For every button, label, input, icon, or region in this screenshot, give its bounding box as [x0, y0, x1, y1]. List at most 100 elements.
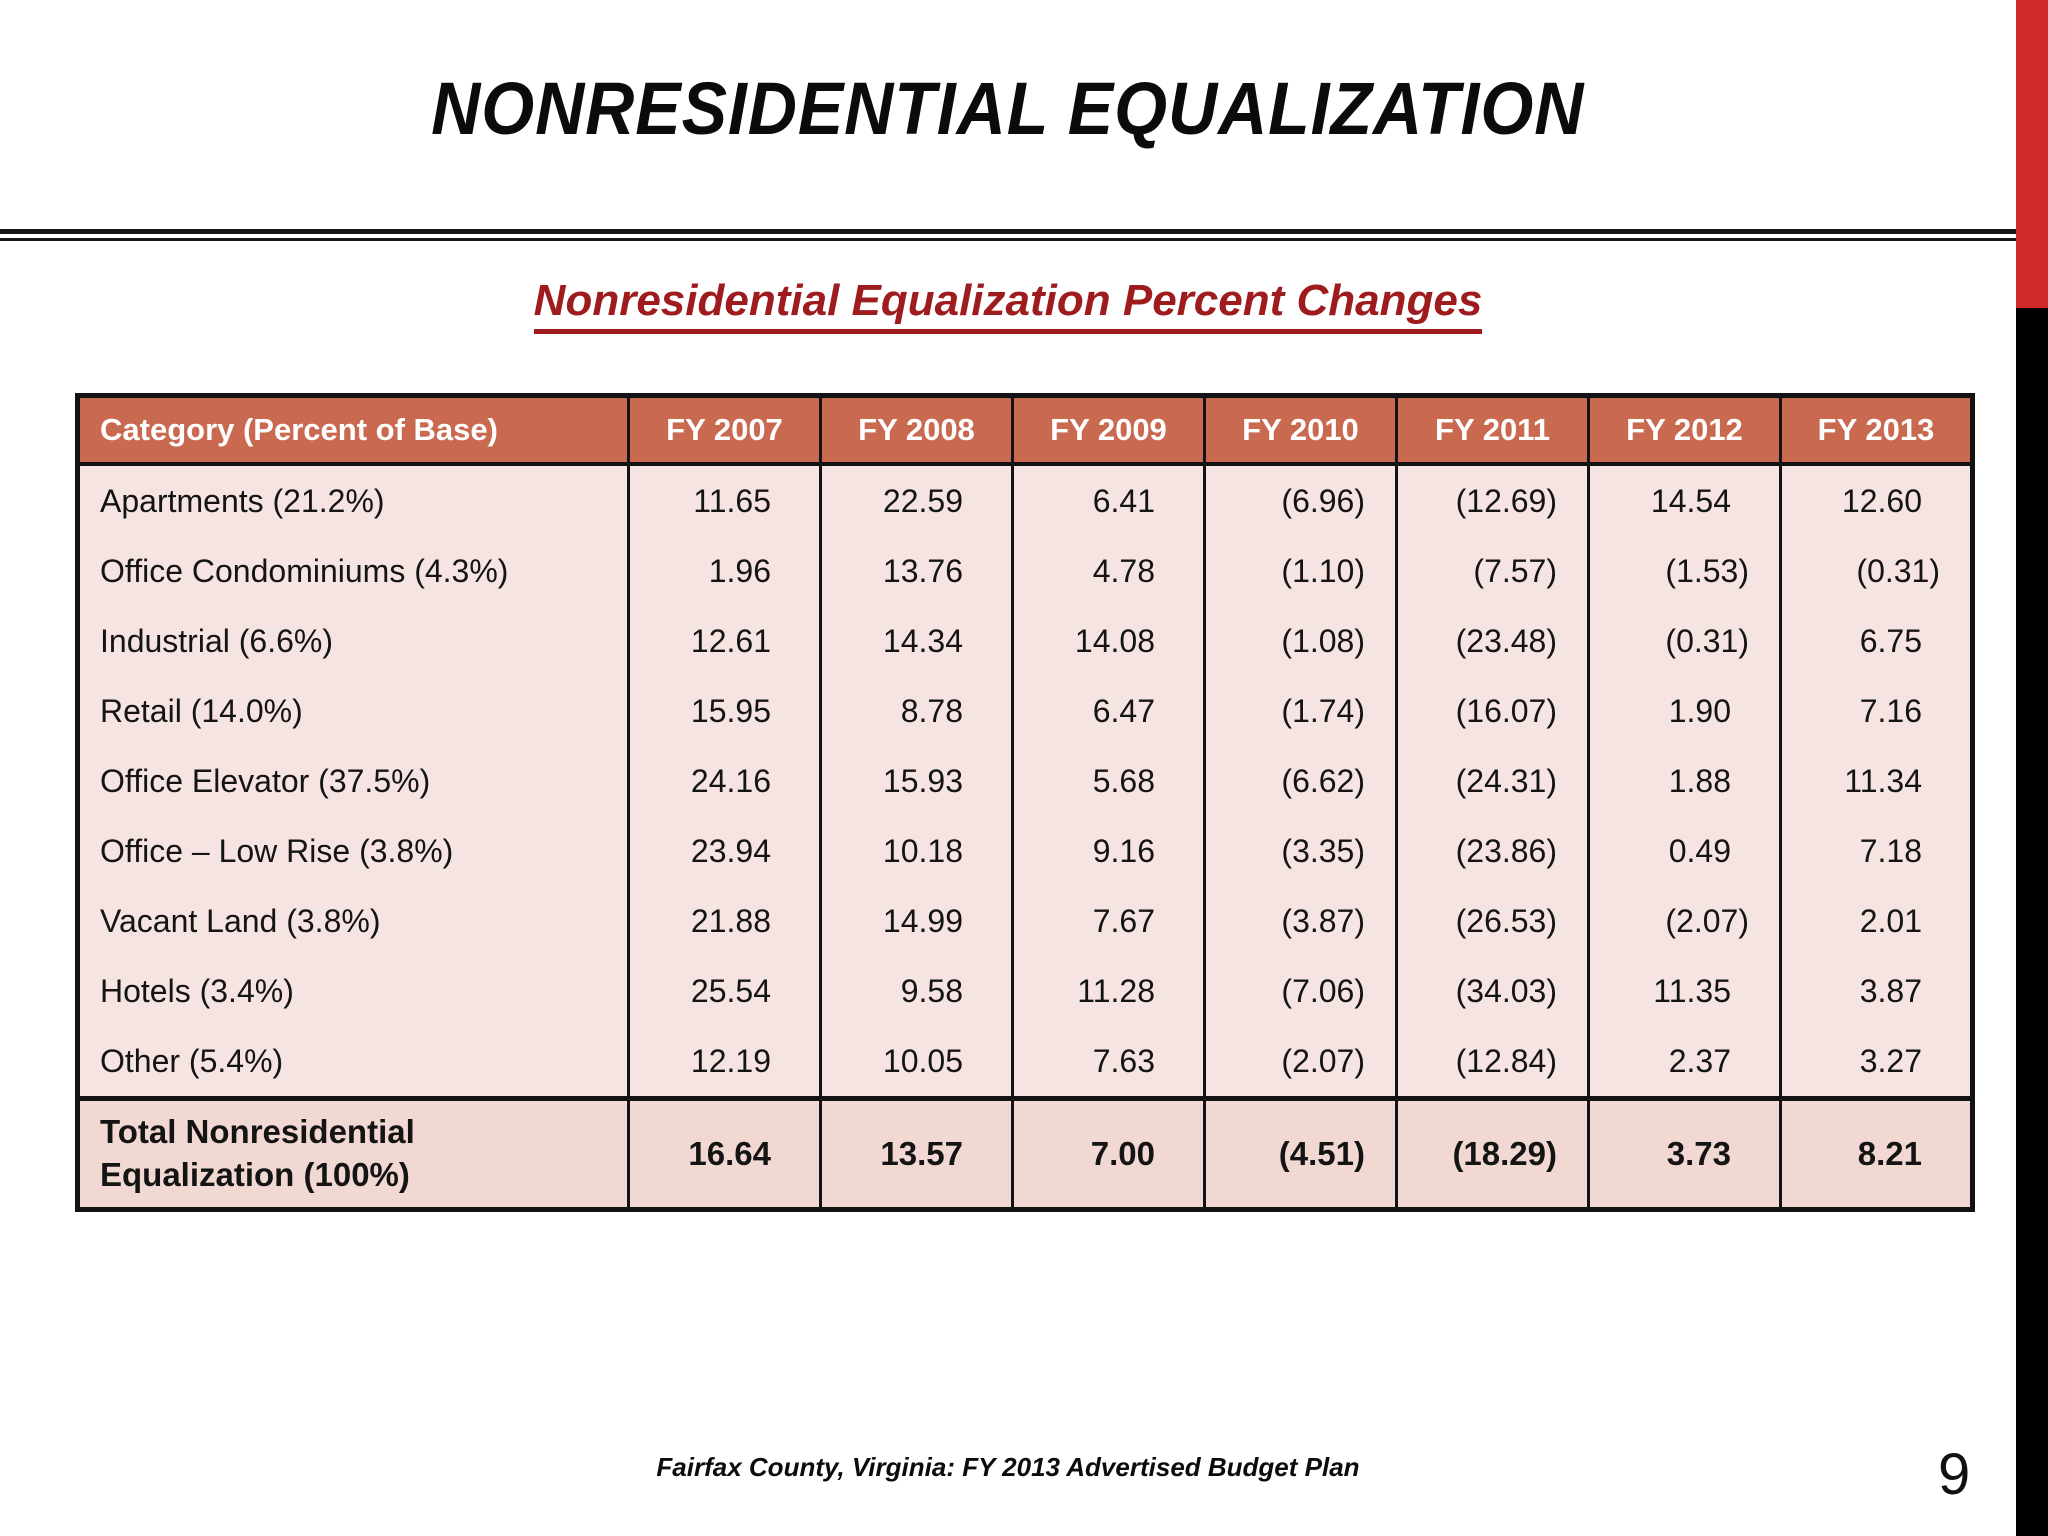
value-cell: 4.78 [1011, 536, 1205, 606]
value-cell: 1.96 [627, 536, 821, 606]
value-cell: 0.49 [1587, 816, 1781, 886]
value-cell: 7.63 [1011, 1026, 1205, 1099]
value-cell: (12.84) [1395, 1026, 1589, 1099]
value-cell: 14.99 [819, 886, 1013, 956]
fy-column-header: FY 2009 [1011, 395, 1205, 466]
value-cell: 24.16 [627, 746, 821, 816]
total-value-cell: 3.73 [1587, 1096, 1781, 1210]
value-cell: (34.03) [1395, 956, 1589, 1026]
value-cell: (23.86) [1395, 816, 1589, 886]
value-cell: 6.75 [1779, 606, 1973, 676]
value-cell: 10.05 [819, 1026, 1013, 1099]
value-cell: 13.76 [819, 536, 1013, 606]
value-cell: 12.61 [627, 606, 821, 676]
value-cell: (2.07) [1587, 886, 1781, 956]
value-cell: 12.60 [1779, 464, 1973, 536]
row-label: Other (5.4%) [100, 1042, 284, 1079]
total-row: Total Nonresidential Equalization (100%)… [77, 1096, 1973, 1210]
value-cell: 10.18 [819, 816, 1013, 886]
value-cell: 11.28 [1011, 956, 1205, 1026]
row-label: Retail (14.0%) [100, 692, 303, 729]
value-cell: 2.37 [1587, 1026, 1781, 1099]
table-row: Hotels (3.4%) 25.54 9.58 11.28 (7.06) (34.03)… [78, 956, 1973, 1026]
table-title: Nonresidential Equalization Percent Chan… [533, 276, 1483, 334]
row-label: Industrial (6.6%) [100, 622, 333, 659]
row-label: Office Condominiums (4.3%) [100, 552, 509, 589]
equalization-table: Category (Percent of Base) FY 2007 FY 2008… [75, 393, 1975, 1212]
value-cell: 11.34 [1779, 746, 1973, 816]
value-cell: 5.68 [1011, 746, 1205, 816]
header-row: Category (Percent of Base) FY 2007 FY 2008… [77, 395, 1973, 466]
fy-column-header: FY 2012 [1587, 395, 1781, 466]
fy-column-header: FY 2010 [1203, 395, 1397, 466]
row-label: Office – Low Rise (3.8%) [100, 832, 454, 869]
value-cell: (1.08) [1203, 606, 1397, 676]
value-cell: 7.67 [1011, 886, 1205, 956]
value-cell: (3.35) [1203, 816, 1397, 886]
total-value-cell: (18.29) [1395, 1096, 1589, 1210]
total-value-cell: 13.57 [819, 1096, 1013, 1210]
right-accent-bar-black [2016, 308, 2048, 1536]
table-row: Industrial (6.6%) 12.61 14.34 14.08 (1.08) (2… [78, 606, 1973, 676]
value-cell: (7.06) [1203, 956, 1397, 1026]
value-cell: 12.19 [627, 1026, 821, 1099]
value-cell: (3.87) [1203, 886, 1397, 956]
value-cell: 21.88 [627, 886, 821, 956]
value-cell: 3.87 [1779, 956, 1973, 1026]
value-cell: 8.78 [819, 676, 1013, 746]
value-cell: 1.90 [1587, 676, 1781, 746]
total-row-label: Total Nonresidential Equalization (100%) [77, 1096, 629, 1210]
table-row: Office – Low Rise (3.8%) 23.94 10.18 9.16 (3… [78, 816, 1973, 886]
value-cell: (2.07) [1203, 1026, 1397, 1099]
right-accent-bar-red [2016, 0, 2048, 308]
value-cell: (1.10) [1203, 536, 1397, 606]
row-label: Hotels (3.4%) [100, 972, 294, 1009]
fy-column-header: FY 2011 [1395, 395, 1589, 466]
title-divider [0, 229, 2016, 241]
table-title-wrap: Nonresidential Equalization Percent Chan… [0, 276, 2016, 334]
value-cell: 6.47 [1011, 676, 1205, 746]
fy-column-header: FY 2007 [627, 395, 821, 466]
table-row: Vacant Land (3.8%) 21.88 14.99 7.67 (3.87) (2… [78, 886, 1973, 956]
total-value-cell: 16.64 [627, 1096, 821, 1210]
row-label: Vacant Land (3.8%) [100, 902, 381, 939]
value-cell: (1.74) [1203, 676, 1397, 746]
value-cell: 6.41 [1011, 464, 1205, 536]
table-row: Office Elevator (37.5%) 24.16 15.93 5.68 (6.… [78, 746, 1973, 816]
value-cell: 14.54 [1587, 464, 1781, 536]
table-row: Office Condominiums (4.3%) 1.96 13.76 4.78(… [78, 536, 1973, 606]
value-cell: (0.31) [1587, 606, 1781, 676]
value-cell: 23.94 [627, 816, 821, 886]
value-cell: (6.96) [1203, 464, 1397, 536]
value-cell: (6.62) [1203, 746, 1397, 816]
value-cell: 9.16 [1011, 816, 1205, 886]
value-cell: (1.53) [1587, 536, 1781, 606]
value-cell: (7.57) [1395, 536, 1589, 606]
value-cell: 1.88 [1587, 746, 1781, 816]
fy-column-header: FY 2008 [819, 395, 1013, 466]
value-cell: (24.31) [1395, 746, 1589, 816]
value-cell: (16.07) [1395, 676, 1589, 746]
footer-citation: Fairfax County, Virginia: FY 2013 Advert… [656, 1452, 1360, 1482]
fy-column-header: FY 2013 [1779, 395, 1973, 466]
value-cell: 14.08 [1011, 606, 1205, 676]
value-cell: 11.65 [627, 464, 821, 536]
total-value-cell: (4.51) [1203, 1096, 1397, 1210]
value-cell: 22.59 [819, 464, 1013, 536]
total-value-cell: 8.21 [1779, 1096, 1973, 1210]
table-row: Other (5.4%) 12.19 10.05 7.63 (2.07) (12.84) 2… [78, 1026, 1973, 1099]
category-column-header: Category (Percent of Base) [77, 395, 629, 466]
value-cell: 14.34 [819, 606, 1013, 676]
row-label: Office Elevator (37.5%) [100, 762, 431, 799]
page-title: NONRESIDENTIAL EQUALIZATION [0, 72, 2016, 146]
value-cell: (12.69) [1395, 464, 1589, 536]
value-cell: 15.95 [627, 676, 821, 746]
value-cell: 11.35 [1587, 956, 1781, 1026]
value-cell: (26.53) [1395, 886, 1589, 956]
value-cell: 7.18 [1779, 816, 1973, 886]
value-cell: 7.16 [1779, 676, 1973, 746]
table-row: Apartments (21.2%) 11.65 22.59 6.41 (6.96) (1… [78, 464, 1973, 536]
value-cell: (0.31) [1779, 536, 1973, 606]
value-cell: 25.54 [627, 956, 821, 1026]
